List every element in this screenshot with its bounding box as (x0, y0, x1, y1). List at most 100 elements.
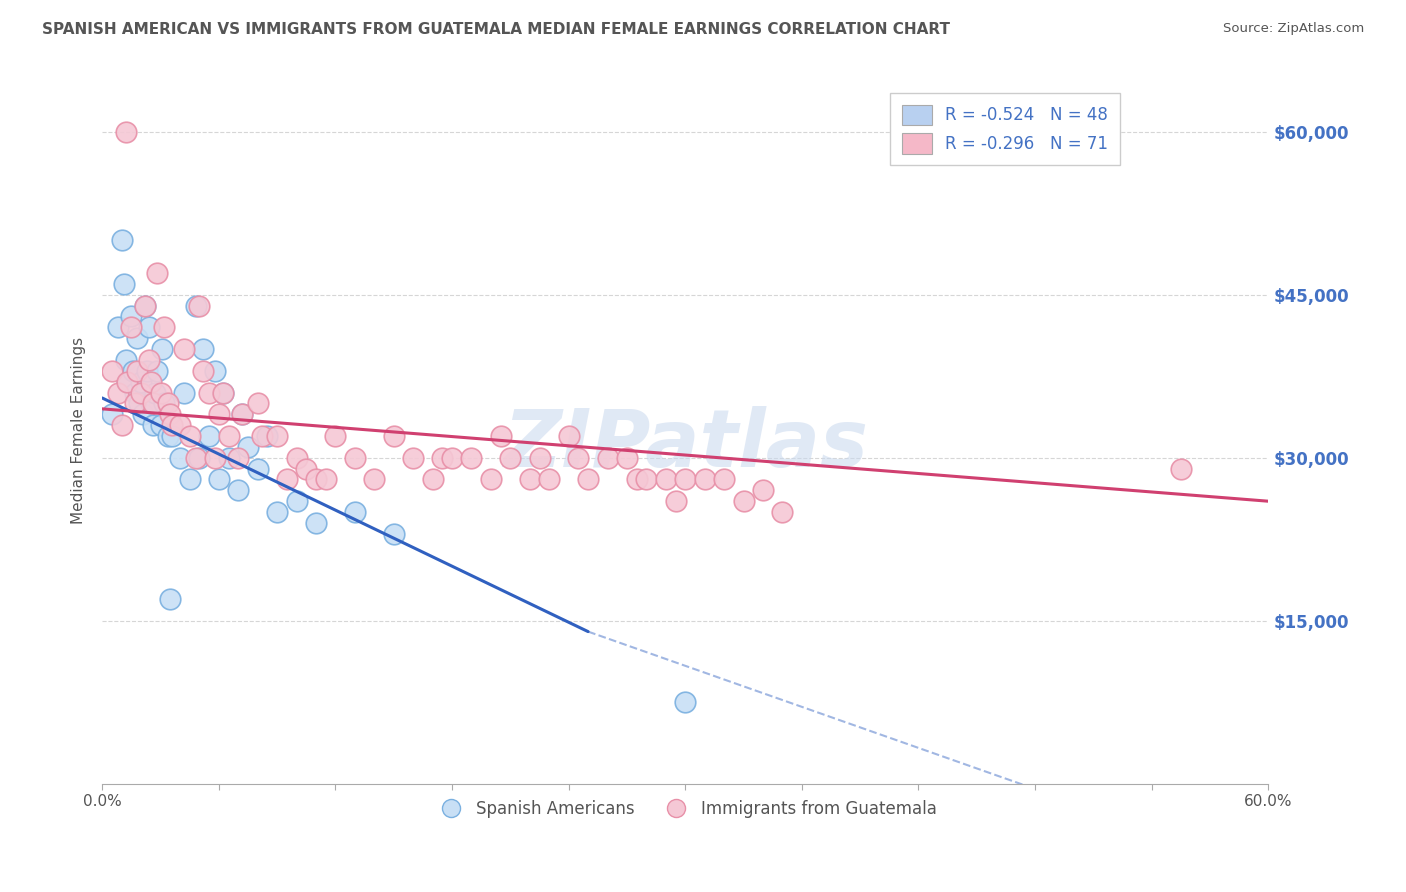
Point (626, 473, 648, 487)
Point (117, 375, 139, 389)
Point (733, 494, 755, 508)
Point (101, 407, 124, 421)
Point (157, 396, 180, 410)
Point (538, 473, 561, 487)
Point (120, 320, 142, 334)
Point (122, 364, 145, 378)
Point (363, 473, 385, 487)
Point (211, 385, 233, 400)
Point (112, 277, 135, 291)
Point (117, 375, 139, 389)
Point (160, 418, 183, 433)
Point (127, 364, 149, 378)
Point (256, 429, 278, 443)
Point (382, 429, 405, 443)
Point (114, 353, 136, 368)
Point (208, 473, 231, 487)
Point (693, 473, 716, 487)
Point (295, 461, 318, 475)
Point (173, 342, 195, 356)
Point (636, 473, 658, 487)
Point (132, 407, 155, 421)
Point (266, 429, 288, 443)
Point (153, 396, 176, 410)
Point (557, 429, 579, 443)
Point (188, 299, 211, 313)
Point (135, 364, 157, 378)
Point (752, 483, 775, 498)
Point (250, 429, 273, 443)
Point (596, 450, 619, 465)
Point (211, 385, 233, 400)
Text: Source: ZipAtlas.com: Source: ZipAtlas.com (1223, 22, 1364, 36)
Text: SPANISH AMERICAN VS IMMIGRANTS FROM GUATEMALA MEDIAN FEMALE EARNINGS CORRELATION: SPANISH AMERICAN VS IMMIGRANTS FROM GUAT… (42, 22, 950, 37)
Point (422, 473, 444, 487)
Point (179, 473, 201, 487)
Point (142, 418, 165, 433)
Point (138, 353, 160, 368)
Point (120, 310, 142, 324)
Point (218, 450, 240, 465)
Point (127, 331, 149, 345)
Point (236, 440, 259, 454)
Point (173, 385, 195, 400)
Point (218, 429, 240, 443)
Point (198, 385, 221, 400)
Point (499, 450, 522, 465)
Point (114, 125, 136, 139)
Point (188, 450, 211, 465)
Point (124, 396, 146, 410)
Point (489, 429, 512, 443)
Point (111, 418, 134, 433)
Point (111, 234, 134, 248)
Point (285, 450, 308, 465)
Point (285, 494, 308, 508)
Point (529, 450, 551, 465)
Point (139, 375, 162, 389)
Point (134, 299, 156, 313)
Point (567, 450, 589, 465)
Point (479, 473, 502, 487)
Point (616, 450, 638, 465)
Point (138, 320, 160, 334)
Point (382, 526, 405, 541)
Point (159, 407, 181, 421)
Point (713, 473, 735, 487)
Point (305, 516, 328, 530)
Point (101, 364, 124, 378)
Point (149, 385, 172, 400)
Point (208, 407, 231, 421)
Point (325, 429, 347, 443)
Point (519, 473, 541, 487)
Point (159, 592, 181, 607)
Y-axis label: Median Female Earnings: Median Female Earnings (72, 337, 86, 524)
Point (193, 342, 215, 356)
Point (343, 505, 366, 519)
Point (169, 418, 191, 433)
Point (460, 450, 482, 465)
Point (179, 429, 201, 443)
Point (231, 407, 253, 421)
Legend: Spanish Americans, Immigrants from Guatemala: Spanish Americans, Immigrants from Guate… (427, 794, 943, 825)
Point (128, 396, 150, 410)
Point (129, 385, 152, 400)
Point (145, 266, 167, 280)
Point (231, 407, 253, 421)
Point (198, 429, 221, 443)
Point (134, 299, 156, 313)
Text: ZIPatlas: ZIPatlas (503, 406, 868, 483)
Point (226, 483, 249, 498)
Point (143, 385, 166, 400)
Point (772, 505, 794, 519)
Point (124, 385, 146, 400)
Point (673, 695, 696, 709)
Point (139, 396, 162, 410)
Point (152, 342, 174, 356)
Point (169, 450, 191, 465)
Point (266, 505, 288, 519)
Point (145, 364, 167, 378)
Point (402, 450, 425, 465)
Point (576, 473, 599, 487)
Point (204, 364, 226, 378)
Point (343, 450, 366, 465)
